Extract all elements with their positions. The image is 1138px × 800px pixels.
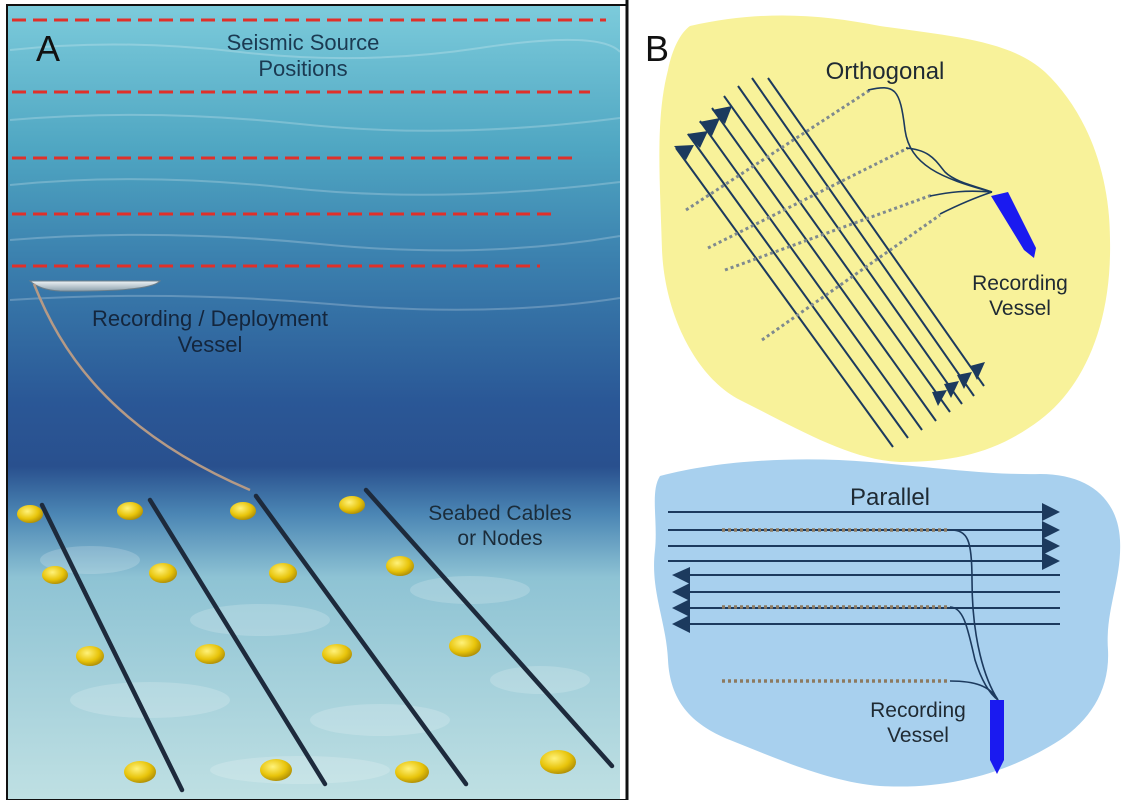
seabed-texture [40, 546, 590, 784]
receiver-line [737, 85, 963, 405]
panel-b-letter: B [645, 28, 670, 69]
seabed-node [260, 759, 292, 781]
seabed-node [149, 563, 177, 583]
seabed-cable [363, 487, 615, 769]
orthogonal-arrowheads [674, 106, 985, 406]
receiver-line [675, 147, 894, 448]
seabed-cable [253, 493, 469, 787]
seabed-node [195, 644, 225, 664]
seismic-source-label-line1: Seismic Source [226, 30, 380, 55]
arrowhead-icon [712, 106, 732, 124]
parallel-source-lines [722, 528, 950, 683]
arrowhead-icon [932, 390, 947, 406]
seabed-node [17, 505, 43, 523]
seabed-node [322, 644, 352, 664]
arrowhead-icon [1042, 552, 1060, 570]
arrowhead-icon [687, 131, 708, 148]
seabed-cables [39, 487, 615, 793]
parallel-receiver-lines [668, 511, 1060, 625]
panel-b-orthogonal [659, 15, 1111, 463]
arrowhead-icon [1042, 537, 1060, 555]
seismic-source-lines [12, 18, 606, 268]
seabed-nodes [17, 496, 576, 783]
parallel-vessel-label-line1: Recording [870, 699, 966, 722]
seabed-node [395, 761, 429, 783]
deployment-vessel [28, 280, 162, 292]
parallel-recording-vessel [990, 700, 1004, 774]
orthogonal-source-lines [685, 88, 941, 342]
panel-a-border [6, 4, 628, 800]
panel-b-parallel [654, 459, 1121, 787]
deployment-vessel-label-line1: Recording / Deployment [91, 306, 328, 331]
arrowhead-icon [699, 118, 720, 136]
orthogonal-vessel-label-line1: Recording [972, 272, 1068, 295]
seismic-source-label-line2: Positions [258, 56, 348, 82]
deployment-cable [32, 283, 251, 492]
source-line [724, 193, 933, 272]
source-line [761, 213, 941, 342]
panel-a-water [8, 6, 620, 800]
parallel-vessel-label-line2: Vessel [887, 724, 949, 748]
orthogonal-vessel-label: Recording Vessel [950, 271, 1090, 321]
seabed-node [540, 750, 576, 774]
arrowhead-icon [970, 362, 985, 380]
arrowhead-icon [1042, 503, 1060, 521]
arrowhead-icon [957, 372, 972, 389]
orthogonal-label: Orthogonal [825, 58, 945, 85]
seabed-node [339, 496, 365, 514]
seabed-label: Seabed Cables or Nodes [400, 501, 600, 551]
seabed-node [76, 646, 104, 666]
seabed-label-line2: or Nodes [457, 527, 543, 551]
seabed-label-line1: Seabed Cables [428, 502, 572, 525]
arrowhead-icon [944, 381, 959, 398]
orthogonal-recording-vessel [991, 192, 1036, 258]
receiver-line [687, 133, 909, 439]
parallel-tow-lines [949, 529, 999, 701]
arrowhead-icon [672, 615, 690, 633]
receiver-line [699, 120, 923, 431]
seabed-node [449, 635, 481, 657]
arrowhead-icon [1042, 521, 1060, 539]
receiver-line [751, 77, 975, 397]
deployment-vessel-label: Recording / Deployment Vessel [60, 306, 360, 359]
parallel-vessel-label: Recording Vessel [848, 698, 988, 748]
orthogonal-survey-area [659, 15, 1111, 463]
arrowhead-icon [672, 583, 690, 601]
orthogonal-vessel-label-line2: Vessel [989, 297, 1051, 321]
source-line [685, 88, 871, 212]
source-line [707, 146, 909, 250]
seabed-node [386, 556, 414, 576]
receiver-line [723, 95, 951, 413]
seabed-cable [39, 502, 185, 793]
deployment-vessel-label-line2: Vessel [177, 332, 243, 358]
parallel-label: Parallel [849, 484, 931, 511]
seabed-node [42, 566, 68, 584]
arrowhead-icon [672, 599, 690, 617]
parallel-arrowheads [672, 503, 1060, 633]
seabed-cable [147, 497, 328, 787]
seabed-node [269, 563, 297, 583]
panel-a-letter: A [36, 28, 61, 69]
panel-a [8, 6, 621, 800]
seismic-source-label: Seismic Source Positions [188, 30, 418, 83]
arrowhead-icon [672, 567, 690, 584]
receiver-line [767, 77, 985, 387]
receiver-line [711, 107, 937, 422]
water-ripples [9, 38, 621, 311]
orthogonal-tow-lines [867, 86, 993, 215]
seabed-node [117, 502, 143, 520]
orthogonal-receiver-lines [675, 77, 985, 448]
seabed-node [124, 761, 156, 783]
arrowhead-icon [674, 145, 694, 160]
seabed-node [230, 502, 256, 520]
